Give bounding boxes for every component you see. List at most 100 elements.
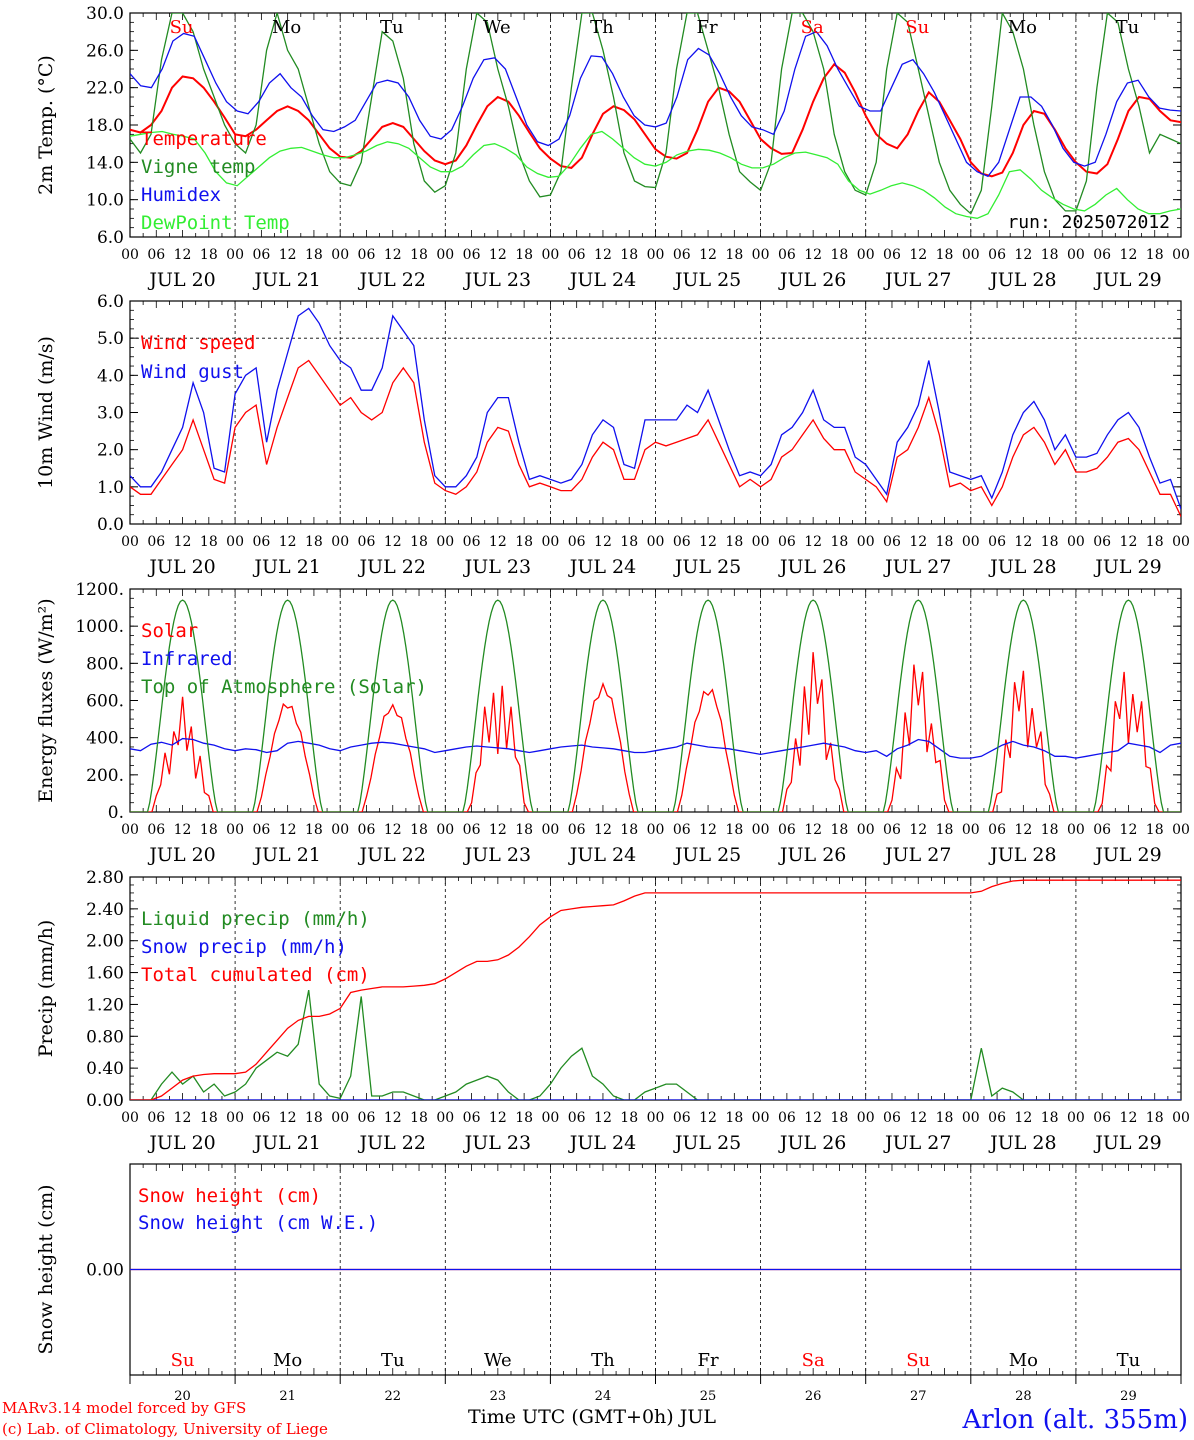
x-hour-label: 06	[147, 247, 165, 263]
weekday-label-top: We	[483, 17, 511, 38]
x-hour-label: 18	[305, 1110, 323, 1126]
x-hour-label: 06	[1093, 247, 1111, 263]
x-hour-label: 12	[699, 1110, 717, 1126]
day-number-label: 29	[1120, 1389, 1137, 1404]
x-hour-label: 00	[962, 534, 980, 550]
weekday-label-top: Sa	[801, 17, 824, 38]
x-hour-label: 00	[857, 534, 875, 550]
x-hour-label: 12	[384, 1110, 402, 1126]
x-date-label: JUL 29	[1093, 556, 1161, 578]
x-hour-label: 12	[174, 247, 192, 263]
series-line-liquid-precip-mm-h	[130, 989, 1181, 1100]
x-hour-label: 06	[883, 1110, 901, 1126]
x-hour-label: 00	[436, 822, 454, 838]
x-hour-label: 06	[463, 1110, 481, 1126]
x-hour-label: 12	[804, 534, 822, 550]
x-date-label: JUL 23	[463, 844, 531, 866]
x-hour-label: 00	[331, 247, 349, 263]
x-hour-label: 00	[1172, 247, 1190, 263]
weekday-label-bottom: Su	[171, 1350, 195, 1371]
weekday-label-bottom: Su	[906, 1350, 930, 1371]
weekday-label-top: Mo	[272, 17, 301, 38]
x-hour-label: 00	[436, 1110, 454, 1126]
y-tick-label: 4.0	[97, 366, 124, 386]
weekday-label-top: Tu	[380, 17, 404, 38]
series-line-temperature	[130, 62, 1181, 178]
x-hour-label: 18	[1146, 247, 1164, 263]
panel-1: 6.0 10.0 14.0 18.0 22.0 26.0 30.0 2m Temp. (°C)…	[35, 4, 1190, 291]
series-line-infrared	[130, 737, 1181, 759]
day-number-label: 20	[174, 1389, 191, 1404]
x-hour-label: 00	[647, 534, 665, 550]
x-hour-label: 06	[358, 534, 376, 550]
x-hour-label: 00	[541, 534, 559, 550]
y-tick-label: 22.0	[86, 79, 124, 99]
x-hour-label: 18	[410, 822, 428, 838]
y-tick-label: 18.0	[86, 116, 124, 136]
x-hour-label: 00	[541, 822, 559, 838]
x-hour-label: 00	[226, 822, 244, 838]
x-hour-label: 00	[1067, 822, 1085, 838]
y-axis-label: Snow height (cm)	[35, 1184, 57, 1354]
x-hour-label: 18	[1041, 1110, 1059, 1126]
x-hour-label: 12	[909, 247, 927, 263]
x-hour-label: 00	[121, 247, 139, 263]
weekday-label-top: Mo	[1008, 17, 1037, 38]
x-date-label: JUL 22	[358, 556, 426, 578]
day-number-label: 26	[805, 1389, 822, 1404]
x-hour-label: 12	[279, 534, 297, 550]
x-hour-label: 18	[410, 1110, 428, 1126]
x-hour-label: 18	[936, 822, 954, 838]
x-hour-label: 00	[541, 1110, 559, 1126]
day-number-label: 28	[1015, 1389, 1032, 1404]
x-date-label: JUL 24	[568, 556, 636, 578]
series-line-dewpoint-temp	[130, 130, 1181, 219]
x-hour-label: 00	[962, 1110, 980, 1126]
y-tick-label: 14.0	[86, 153, 124, 173]
day-number-label: 24	[595, 1389, 612, 1404]
x-hour-label: 12	[804, 247, 822, 263]
x-hour-label: 00	[962, 247, 980, 263]
x-hour-label: 06	[673, 822, 691, 838]
x-date-label: JUL 20	[147, 844, 215, 866]
y-tick-label: 1200.	[75, 580, 124, 600]
x-hour-label: 00	[857, 822, 875, 838]
x-hour-label: 06	[463, 247, 481, 263]
x-date-label: JUL 29	[1093, 1132, 1161, 1154]
day-number-label: 22	[384, 1389, 401, 1404]
x-hour-label: 12	[279, 822, 297, 838]
x-hour-label: 18	[620, 1110, 638, 1126]
x-hour-label: 18	[831, 534, 849, 550]
x-hour-label: 00	[331, 822, 349, 838]
x-date-label: JUL 22	[358, 1132, 426, 1154]
x-hour-label: 12	[699, 534, 717, 550]
x-date-label: JUL 24	[568, 844, 636, 866]
x-hour-label: 06	[1093, 1110, 1111, 1126]
x-hour-label: 12	[699, 247, 717, 263]
x-hour-label: 12	[1120, 822, 1138, 838]
x-hour-label: 18	[725, 534, 743, 550]
x-hour-label: 00	[752, 247, 770, 263]
series-line-total-cumulated-cm	[130, 879, 1181, 1100]
x-hour-label: 06	[147, 534, 165, 550]
y-tick-label: 6.0	[97, 228, 124, 248]
x-hour-label: 06	[463, 534, 481, 550]
y-tick-label: 2.80	[86, 868, 124, 888]
x-date-label: JUL 25	[673, 556, 741, 578]
day-number-label: 27	[910, 1389, 927, 1404]
x-date-label: JUL 26	[778, 269, 846, 291]
y-tick-label: 2.0	[97, 441, 124, 461]
x-date-label: JUL 28	[988, 269, 1056, 291]
x-hour-label: 06	[673, 247, 691, 263]
x-hour-label: 18	[515, 1110, 533, 1126]
x-date-label: JUL 25	[673, 269, 741, 291]
weekday-label-top: Tu	[1116, 17, 1140, 38]
legend-entry: Liquid precip (mm/h)	[141, 908, 370, 930]
plot-area	[130, 599, 1181, 812]
x-hour-label: 06	[988, 1110, 1006, 1126]
x-date-label: JUL 25	[673, 844, 741, 866]
x-hour-label: 06	[883, 247, 901, 263]
y-tick-label: 1000.	[75, 617, 124, 637]
x-hour-label: 06	[778, 1110, 796, 1126]
